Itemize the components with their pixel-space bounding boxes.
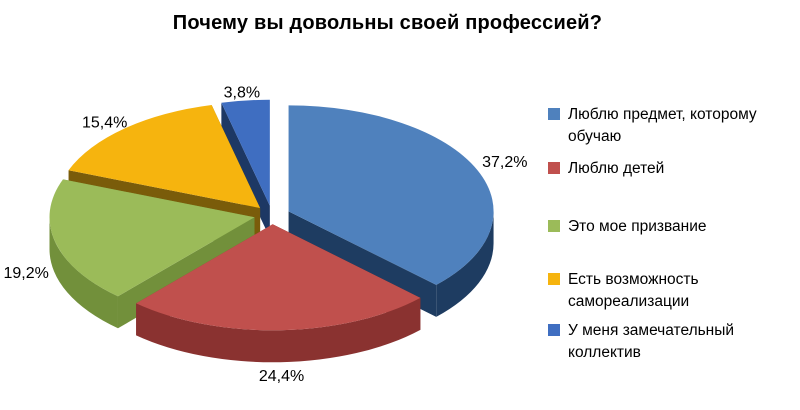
pie-slice — [49, 179, 255, 329]
legend-item: Это мое призвание — [548, 216, 780, 238]
legend-marker-icon — [548, 108, 560, 120]
pie-slice-face — [136, 224, 421, 331]
legend-label: Есть возможность самореализации — [568, 271, 699, 310]
chart-legend: Люблю предмет, которому обучаю Люблю дете… — [548, 0, 780, 410]
pie-slice-face — [436, 211, 494, 317]
legend-item: Есть возможность самореализации — [548, 269, 780, 313]
legend-label: Это мое призвание — [568, 218, 707, 235]
slice-percent-label: 3,8% — [224, 85, 260, 102]
legend-label: Люблю предмет, которому обучаю — [568, 106, 757, 145]
pie-slice-face — [68, 105, 261, 209]
legend-marker-icon — [548, 324, 560, 336]
chart-title: Почему вы довольны своей профессией? — [172, 12, 603, 34]
legend-label: У меня замечательный коллектив — [568, 322, 735, 361]
pie-slice-face — [49, 217, 118, 329]
legend-marker-icon — [548, 220, 560, 232]
legend-item: У меня замечательный коллектив — [548, 320, 780, 364]
slice-percent-label: 15,4% — [82, 115, 127, 132]
pie-slice-face — [288, 105, 494, 285]
pie-slice-face — [49, 179, 255, 297]
slice-percent-label: 37,2% — [482, 154, 527, 171]
slice-percent-label: 19,2% — [3, 265, 48, 282]
legend-label: Люблю детей — [568, 160, 665, 177]
pie-slice-face — [136, 297, 421, 363]
pie-slice — [136, 224, 421, 363]
legend-marker-icon — [548, 273, 560, 285]
legend-item: Люблю детей — [548, 158, 780, 180]
legend-item: Люблю предмет, которому обучаю — [548, 104, 780, 148]
slice-percent-label: 24,4% — [259, 368, 304, 385]
legend-marker-icon — [548, 162, 560, 174]
pie-slice-face — [221, 99, 270, 206]
